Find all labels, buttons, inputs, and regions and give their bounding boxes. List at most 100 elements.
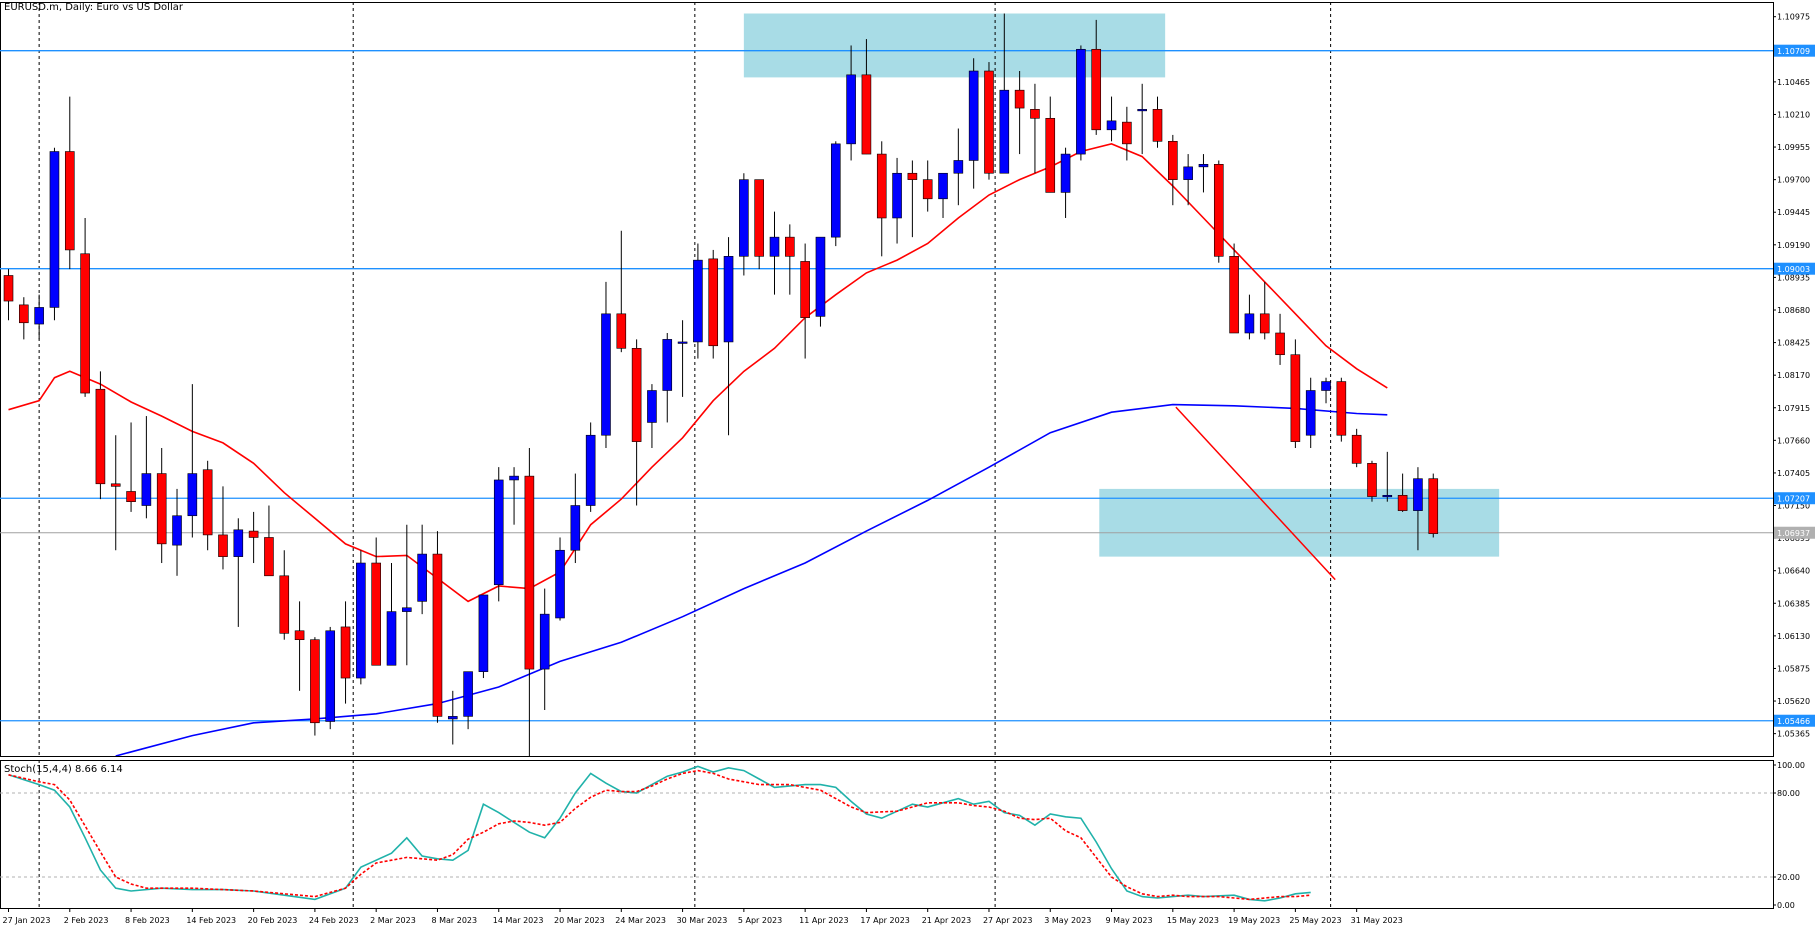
- price-level-label-bg: [1774, 262, 1815, 275]
- candle: [3, 269, 14, 321]
- candle-body-bear: [1168, 140, 1178, 180]
- osc-pane-frame: [0, 760, 1774, 909]
- candle: [892, 157, 902, 244]
- candle-body-bear: [800, 261, 810, 318]
- current-price-label: 1.06937: [1777, 529, 1810, 538]
- price-tick-label: 1.08680: [1777, 306, 1810, 315]
- candle: [1336, 377, 1347, 442]
- candle-body-bear: [279, 575, 290, 634]
- candle: [555, 537, 565, 621]
- candle: [371, 537, 381, 666]
- trend-line: [1175, 406, 1336, 581]
- candle: [49, 147, 60, 321]
- candle: [432, 531, 443, 723]
- candle-body-bear: [1367, 463, 1377, 497]
- candle-body-bear: [1091, 48, 1102, 131]
- candle-body-bull: [585, 434, 596, 506]
- time-tick-label: 5 Apr 2023: [738, 916, 782, 925]
- candle-body-bear: [1030, 109, 1040, 119]
- price-tick-label: 1.08425: [1777, 339, 1810, 348]
- candle-body-bull: [999, 89, 1010, 174]
- candle: [156, 448, 167, 564]
- candle: [340, 601, 351, 704]
- candle: [264, 505, 274, 577]
- candle-body-bull: [417, 553, 427, 602]
- candle-body-bull: [662, 339, 673, 391]
- candle-body-bear: [616, 313, 627, 349]
- candle-body-bear: [1152, 109, 1163, 142]
- candle-body-bull: [1413, 478, 1423, 511]
- candle: [968, 58, 979, 189]
- candle: [585, 422, 596, 512]
- time-tick-label: 20 Feb 2023: [248, 916, 298, 925]
- price-level-label-bg: [1774, 492, 1815, 505]
- candle: [356, 550, 366, 685]
- candle: [1030, 83, 1040, 174]
- candle: [815, 236, 826, 327]
- candle-body-bear: [1229, 256, 1239, 334]
- candle-body-bear: [202, 469, 213, 536]
- candle-body-bear: [922, 179, 933, 200]
- candle: [769, 211, 780, 295]
- current-price-label-bg: [1774, 526, 1815, 539]
- time-tick-label: 3 May 2023: [1044, 916, 1091, 925]
- candle-body-bull: [233, 529, 244, 557]
- candle-body-bull: [769, 236, 780, 257]
- candle: [1137, 83, 1147, 155]
- candle-body-bull: [693, 259, 703, 343]
- candle-body-bear: [218, 534, 228, 557]
- candle-body-bear: [524, 475, 535, 670]
- osc-tick-label: 100.00: [1777, 761, 1805, 770]
- time-tick-label: 31 May 2023: [1351, 916, 1403, 925]
- candle: [739, 173, 749, 276]
- candle: [616, 230, 627, 353]
- candle-body-bear: [1290, 354, 1301, 442]
- candle: [233, 518, 244, 627]
- time-tick-label: 8 Mar 2023: [431, 916, 477, 925]
- time-tick-label: 24 Feb 2023: [309, 916, 359, 925]
- candle: [1122, 106, 1132, 161]
- candle-body-bull: [1183, 166, 1193, 180]
- candle: [999, 13, 1010, 174]
- candle: [785, 224, 795, 295]
- candle-body-bear: [1045, 117, 1056, 193]
- candle: [325, 626, 336, 730]
- candle-body-bull: [325, 630, 336, 722]
- price-tick-label: 1.06385: [1777, 599, 1810, 608]
- candle: [647, 384, 657, 449]
- candle: [1091, 19, 1102, 135]
- candle-body-bull: [1198, 164, 1209, 168]
- candle-body-bear: [264, 537, 274, 577]
- price-tick-label: 1.08170: [1777, 371, 1810, 380]
- candle-body-bull: [846, 74, 856, 145]
- time-tick-label: 27 Apr 2023: [983, 916, 1032, 925]
- candle-body-bull: [402, 607, 412, 612]
- price-tick-label: 1.09955: [1777, 143, 1810, 152]
- time-tick-label: 24 Mar 2023: [615, 916, 666, 925]
- price-tick-label: 1.10975: [1777, 13, 1810, 22]
- candle: [631, 339, 642, 506]
- candle-body-bull: [539, 613, 550, 670]
- candle: [463, 671, 473, 730]
- candle: [984, 62, 994, 180]
- osc-tick-label: 80.00: [1777, 789, 1800, 798]
- price-tick-label: 1.10465: [1777, 78, 1810, 87]
- candle-body-bull: [601, 313, 611, 436]
- candle: [1428, 473, 1439, 538]
- time-tick-label: 21 Apr 2023: [922, 916, 971, 925]
- candle-body-bear: [95, 388, 106, 485]
- candle-body-bull: [647, 390, 657, 423]
- candle-body-bull: [953, 160, 964, 174]
- candle: [172, 488, 182, 576]
- candle-body-bear: [785, 236, 795, 257]
- candle-body-bear: [80, 253, 90, 394]
- price-level-label-bg: [1774, 714, 1815, 727]
- candle: [1060, 147, 1071, 218]
- osc-tick-label: 0.00: [1777, 901, 1795, 910]
- candle-body-bull: [1382, 494, 1393, 498]
- candle: [539, 588, 550, 710]
- candle-body-bull: [34, 307, 44, 325]
- candle: [126, 422, 136, 512]
- candle: [1014, 71, 1025, 155]
- candle-body-bull: [447, 716, 458, 720]
